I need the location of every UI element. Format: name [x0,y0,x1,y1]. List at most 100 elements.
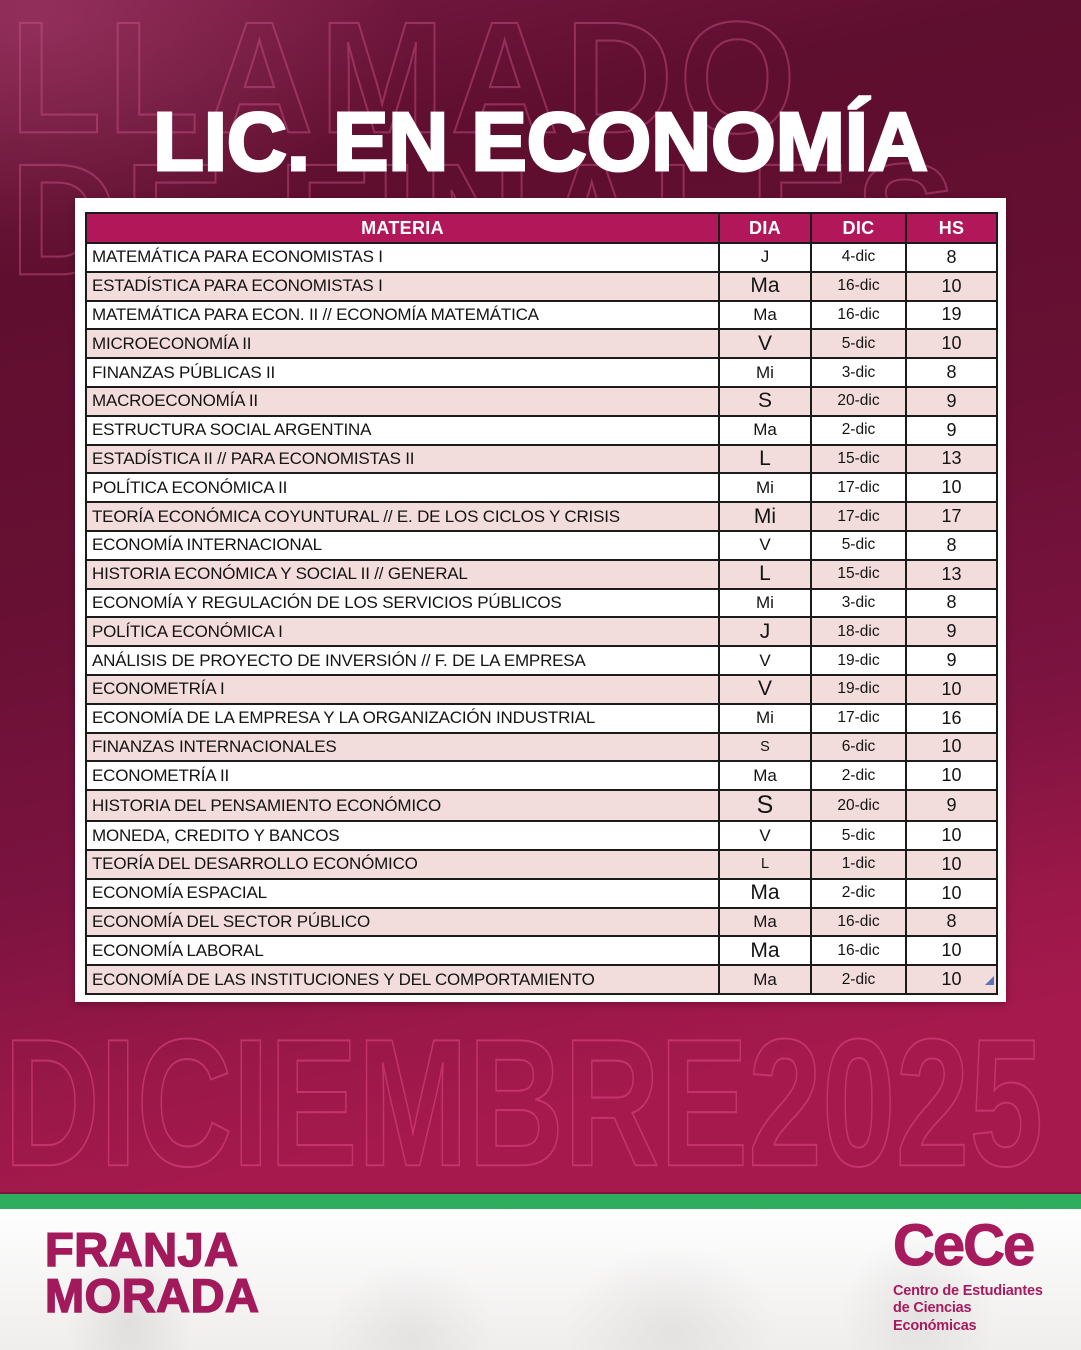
materia-cell: MATEMÁTICA PARA ECON. II // ECONOMÍA MAT… [85,299,720,331]
table-body: MATEMÁTICA PARA ECONOMISTAS I J 4-dic 8 ESTA… [85,242,998,995]
watermark-llamado: LLAMADO [9,0,802,167]
dic-cell: 2-dic [810,414,907,446]
hs-cell: 8 [905,242,998,273]
dia-cell: L [718,558,812,590]
hs-cell: 9 [905,616,998,648]
dia-cell: Ma [718,964,812,995]
materia-cell: HISTORIA DEL PENSAMIENTO ECONÓMICO [85,789,720,823]
materia-cell: MACROECONOMÍA II [85,385,720,417]
col-header-dic: DIC [810,212,907,244]
dia-cell: S [718,789,812,823]
materia-cell: POLÍTICA ECONÓMICA II [85,472,720,504]
materia-cell: TEORÍA DEL DESARROLLO ECONÓMICO [85,848,720,880]
dia-cell: Ma [718,935,812,967]
hs-cell: 9 [905,414,998,446]
col-header-hs: HS [905,212,998,244]
green-divider [0,1192,1081,1209]
table-row: ECONOMÍA DE LAS INSTITUCIONES Y DEL COMP… [85,964,998,995]
table-row: ANÁLISIS DE PROYECTO DE INVERSIÓN // F. … [85,645,998,676]
dic-cell: 17-dic [810,472,907,504]
dia-cell: Ma [718,906,812,938]
dia-cell: V [718,529,812,561]
dia-cell: S [718,385,812,417]
dic-cell: 3-dic [810,357,907,388]
table-row: TEORÍA DEL DESARROLLO ECONÓMICO L 1-dic 10 [85,848,998,880]
hs-cell: 8 [905,529,998,561]
dic-cell: 3-dic [810,587,907,619]
dic-cell: 15-dic [810,443,907,475]
dia-cell: V [718,328,812,360]
table-row: MATEMÁTICA PARA ECONOMISTAS I J 4-dic 8 [85,242,998,273]
dic-cell: 6-dic [810,731,907,763]
cece-wordmark: CeCe [893,1213,1036,1278]
hs-cell: 9 [905,385,998,417]
hs-cell: 10 [905,270,998,302]
dia-cell: L [718,848,812,880]
materia-cell: ECONOMÍA DE LAS INSTITUCIONES Y DEL COMP… [85,964,720,995]
dic-cell: 4-dic [810,242,907,273]
dic-cell: 17-dic [810,501,907,532]
dic-cell: 16-dic [810,935,907,967]
dic-cell: 16-dic [810,906,907,938]
materia-cell: ESTADÍSTICA PARA ECONOMISTAS I [85,270,720,302]
table-row: ECONOMÍA DE LA EMPRESA Y LA ORGANIZACIÓN… [85,702,998,734]
franja-morada-logo: FRANJA MORADA [44,1225,260,1323]
dia-cell: Mi [718,501,812,532]
table-row: FINANZAS PÚBLICAS II Mi 3-dic 8 [85,357,998,388]
cece-subtitle: Centro de Estudiantes de Ciencias Económ… [893,1283,1053,1335]
table-row: ECONOMÍA INTERNACIONAL V 5-dic 8 [85,529,998,561]
hs-cell: 8 [905,357,998,388]
dic-cell: 1-dic [810,848,907,880]
col-header-dia: DIA [718,212,812,244]
table-row: HISTORIA ECONÓMICA Y SOCIAL II // GENERA… [85,558,998,590]
dic-cell: 16-dic [810,299,907,331]
hs-cell: 10 [905,760,998,792]
hs-cell: 10 [905,731,998,763]
dic-cell: 17-dic [810,702,907,734]
dia-cell: V [718,645,812,676]
hs-cell: 10 [905,877,998,909]
cece-subtitle-line2: de Ciencias Económicas [893,1300,977,1334]
hs-cell: 10 [905,964,998,995]
dia-cell: Mi [718,587,812,619]
dic-cell: 5-dic [810,820,907,851]
hs-cell: 9 [905,789,998,823]
dia-cell: J [718,616,812,648]
dic-cell: 20-dic [810,385,907,417]
franja-morada-line2: MORADA [44,1269,260,1323]
dia-cell: Ma [718,299,812,331]
table-row: ECONOMETRÍA II Ma 2-dic 10 [85,760,998,792]
materia-cell: MONEDA, CREDITO Y BANCOS [85,820,720,851]
finals-table: MATERIA DIA DIC HS MATEMÁTICA PARA ECONO… [85,212,998,995]
dia-cell: V [718,820,812,851]
dic-cell: 15-dic [810,558,907,590]
table-row: ECONOMÍA DEL SECTOR PÚBLICO Ma 16-dic 8 [85,906,998,938]
dic-cell: 2-dic [810,760,907,792]
materia-cell: MICROECONOMÍA II [85,328,720,360]
dic-cell: 20-dic [810,789,907,823]
hs-cell: 17 [905,501,998,532]
table-row: FINANZAS INTERNACIONALES S 6-dic 10 [85,731,998,763]
dia-cell: Ma [718,414,812,446]
materia-cell: MATEMÁTICA PARA ECONOMISTAS I [85,242,720,273]
table-row: ECONOMÍA Y REGULACIÓN DE LOS SERVICIOS P… [85,587,998,619]
table-row: MACROECONOMÍA II S 20-dic 9 [85,385,998,417]
hs-cell: 19 [905,299,998,331]
dic-cell: 18-dic [810,616,907,648]
materia-cell: ECONOMÍA LABORAL [85,935,720,967]
dia-cell: Ma [718,760,812,792]
hs-cell: 16 [905,702,998,734]
footer: FRANJA MORADA CeCe Centro de Estudiantes… [0,1209,1081,1350]
cece-logo: CeCe Centro de Estudiantes de Ciencias E… [893,1213,1053,1335]
table-row: MATEMÁTICA PARA ECON. II // ECONOMÍA MAT… [85,299,998,331]
dic-cell: 5-dic [810,328,907,360]
table-row: ECONOMÍA LABORAL Ma 16-dic 10 [85,935,998,967]
dic-cell: 2-dic [810,964,907,995]
dia-cell: V [718,673,812,705]
hs-cell: 9 [905,645,998,676]
materia-cell: FINANZAS PÚBLICAS II [85,357,720,388]
hs-cell: 10 [905,848,998,880]
table-row: MONEDA, CREDITO Y BANCOS V 5-dic 10 [85,820,998,851]
table-row: ESTRUCTURA SOCIAL ARGENTINA Ma 2-dic 9 [85,414,998,446]
page-title: LIC. EN ECONOMÍA [152,94,930,190]
